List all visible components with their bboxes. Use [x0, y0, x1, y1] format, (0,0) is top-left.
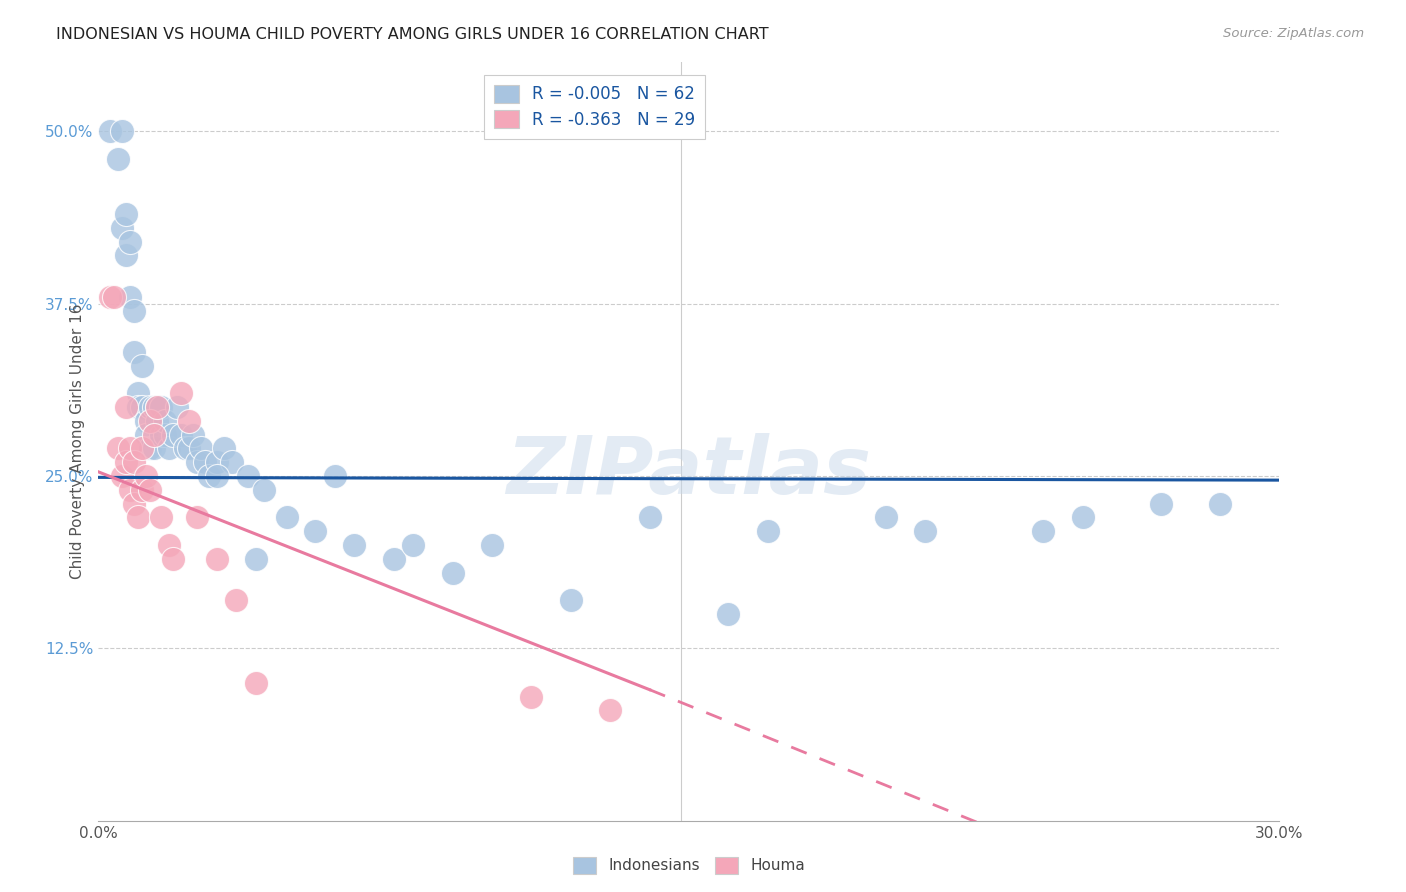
Point: [150, 510, 173, 524]
Point: [155, 427, 177, 442]
Point: [560, 593, 582, 607]
Point: [150, 427, 173, 442]
Point: [304, 524, 326, 538]
Point: [162, 551, 184, 566]
Point: [481, 538, 503, 552]
Point: [1071, 510, 1094, 524]
Point: [177, 442, 200, 456]
Point: [138, 483, 160, 497]
Point: [155, 414, 177, 428]
Point: [111, 469, 134, 483]
Point: [118, 235, 141, 249]
Point: [599, 703, 621, 717]
Point: [111, 220, 134, 235]
Point: [131, 400, 153, 414]
Point: [157, 538, 180, 552]
Point: [118, 442, 141, 456]
Point: [111, 124, 134, 138]
Point: [146, 400, 169, 414]
Point: [138, 442, 160, 456]
Point: [205, 469, 228, 483]
Point: [253, 483, 276, 497]
Legend: Indonesians, Houma: Indonesians, Houma: [565, 849, 813, 881]
Point: [138, 414, 160, 428]
Point: [205, 455, 228, 469]
Point: [146, 414, 169, 428]
Point: [98, 124, 121, 138]
Point: [115, 207, 138, 221]
Text: INDONESIAN VS HOUMA CHILD POVERTY AMONG GIRLS UNDER 16 CORRELATION CHART: INDONESIAN VS HOUMA CHILD POVERTY AMONG …: [56, 27, 769, 42]
Point: [276, 510, 298, 524]
Point: [190, 442, 212, 456]
Point: [197, 469, 219, 483]
Point: [131, 483, 153, 497]
Point: [122, 345, 145, 359]
Point: [402, 538, 425, 552]
Point: [127, 510, 149, 524]
Point: [875, 510, 897, 524]
Point: [142, 400, 165, 414]
Point: [170, 427, 193, 442]
Point: [135, 414, 157, 428]
Point: [127, 400, 149, 414]
Point: [717, 607, 740, 621]
Text: ZIPatlas: ZIPatlas: [506, 433, 872, 511]
Y-axis label: Child Poverty Among Girls Under 16: Child Poverty Among Girls Under 16: [69, 304, 84, 579]
Point: [638, 510, 661, 524]
Point: [115, 248, 138, 262]
Point: [118, 290, 141, 304]
Point: [181, 427, 204, 442]
Point: [1032, 524, 1054, 538]
Point: [103, 290, 125, 304]
Point: [914, 524, 936, 538]
Point: [135, 469, 157, 483]
Point: [115, 400, 138, 414]
Point: [323, 469, 346, 483]
Point: [122, 497, 145, 511]
Point: [107, 442, 129, 456]
Point: [166, 400, 188, 414]
Point: [118, 483, 141, 497]
Point: [177, 414, 200, 428]
Point: [146, 400, 169, 414]
Point: [122, 455, 145, 469]
Point: [245, 675, 267, 690]
Point: [236, 469, 259, 483]
Point: [186, 510, 208, 524]
Point: [221, 455, 243, 469]
Point: [245, 551, 267, 566]
Point: [142, 442, 165, 456]
Point: [122, 303, 145, 318]
Point: [441, 566, 464, 580]
Point: [214, 442, 236, 456]
Point: [205, 551, 228, 566]
Point: [150, 400, 173, 414]
Point: [131, 442, 153, 456]
Text: Source: ZipAtlas.com: Source: ZipAtlas.com: [1223, 27, 1364, 40]
Point: [174, 442, 197, 456]
Point: [138, 400, 160, 414]
Point: [131, 359, 153, 373]
Point: [1209, 497, 1232, 511]
Point: [194, 455, 217, 469]
Point: [520, 690, 543, 704]
Point: [107, 152, 129, 166]
Point: [142, 427, 165, 442]
Point: [186, 455, 208, 469]
Point: [225, 593, 247, 607]
Point: [170, 386, 193, 401]
Point: [162, 427, 184, 442]
Point: [98, 290, 121, 304]
Point: [343, 538, 366, 552]
Point: [382, 551, 405, 566]
Point: [135, 427, 157, 442]
Point: [756, 524, 779, 538]
Point: [157, 442, 180, 456]
Point: [115, 455, 138, 469]
Point: [1150, 497, 1173, 511]
Point: [127, 386, 149, 401]
